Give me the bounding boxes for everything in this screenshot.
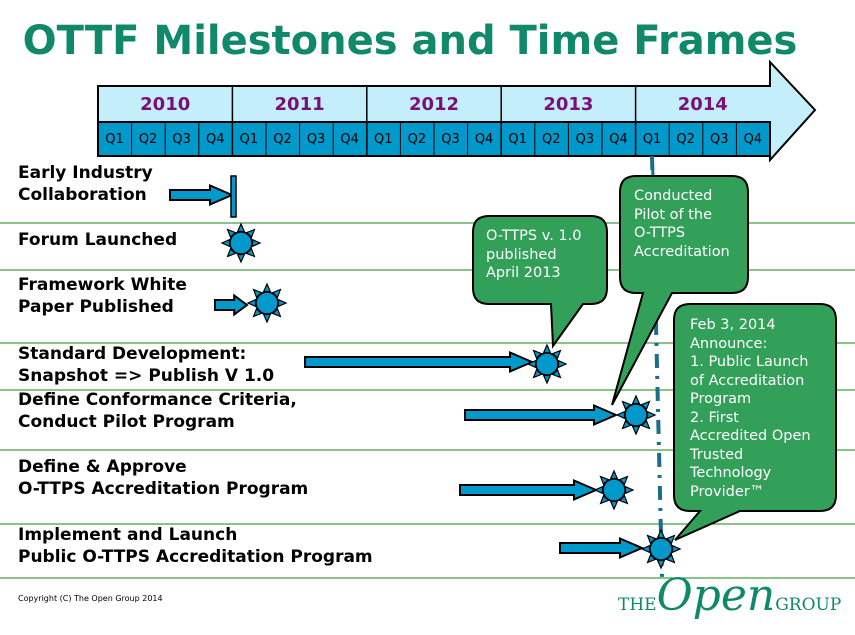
star-point: [671, 544, 682, 554]
milestone-label: Early Industry Collaboration: [18, 162, 153, 206]
quarter-label: Q1: [105, 132, 124, 147]
milestone-label: Define & Approve O-TTPS Accreditation Pro…: [18, 456, 308, 500]
callout-launch: [673, 303, 837, 541]
page-title: OTTF Milestones and Time Frames: [22, 18, 798, 64]
copyright: Copyright (C) The Open Group 2014: [18, 594, 163, 603]
quarter-label: Q2: [273, 132, 292, 147]
milestone-label-line: Early Industry: [18, 163, 153, 183]
star-point: [262, 282, 272, 293]
quarter-label: Q4: [743, 132, 763, 147]
milestone-label-line: O-TTPS Accreditation Program: [18, 479, 309, 499]
quarter-label: Q1: [508, 132, 527, 147]
progress-arrow: [304, 350, 535, 374]
milestone-label-line: Collaboration: [18, 185, 147, 205]
milestone-label-line: Public O-TTPS Accreditation Program: [18, 547, 373, 567]
quarter-label: Q1: [239, 132, 259, 147]
progress-arrow: [214, 293, 249, 317]
star-point: [277, 298, 288, 308]
star-point: [557, 359, 568, 369]
milestone-star-icon: [615, 394, 657, 436]
quarter-label: Q4: [340, 132, 359, 147]
milestone-label-line: Forum Launched: [18, 230, 178, 250]
quarter-label: Q4: [609, 132, 628, 147]
star-center: [255, 291, 279, 315]
milestone-label: Standard Development: Snapshot => Publish…: [18, 343, 274, 387]
quarter-label: Q3: [575, 132, 595, 147]
open-group-logo: THEOpenGROUP: [618, 570, 842, 621]
star-point: [542, 374, 552, 385]
milestone-star-icon: [220, 222, 262, 264]
star-center: [229, 231, 253, 255]
year-label: 2012: [408, 94, 460, 115]
year-label: 2014: [677, 94, 728, 115]
callout-pilot: [611, 175, 749, 406]
milestone-star-icon: [593, 469, 635, 511]
quarter-label: Q1: [374, 132, 393, 147]
star-point: [609, 469, 619, 480]
milestone-label-line: Implement and Launch: [18, 525, 238, 545]
quarter-label: Q2: [676, 132, 695, 147]
quarter-label: Q3: [710, 132, 729, 147]
star-point: [646, 410, 657, 420]
star-point: [615, 410, 626, 420]
milestone-star-icon: [246, 282, 288, 324]
star-point: [542, 343, 552, 354]
milestone-label-line: Standard Development:: [18, 344, 247, 364]
milestone-label: Define Conformance Criteria, Conduct Pilo…: [18, 389, 297, 433]
star-center: [535, 352, 559, 376]
milestone-label-line: Snapshot => Publish V 1.0: [18, 366, 275, 386]
quarter-label: Q3: [172, 132, 191, 147]
progress-arrow: [464, 403, 619, 427]
star-point: [593, 485, 604, 495]
milestone-label: Forum Launched: [18, 229, 177, 251]
quarter-label: Q1: [642, 132, 662, 147]
star-point: [236, 222, 246, 233]
quarter-label: Q2: [407, 132, 427, 147]
callout-publish-text: O-TTPS v. 1.0 published April 2013: [486, 228, 582, 281]
milestone-star-icon: [526, 343, 568, 385]
current-date-line-top: [650, 155, 655, 176]
star-center: [649, 537, 673, 561]
callout-pilot-text: Conducted Pilot of the O-TTPS Accreditat…: [634, 188, 730, 260]
star-point: [624, 485, 635, 495]
quarter-label: Q4: [474, 132, 494, 147]
star-center: [602, 478, 626, 502]
progress-arrow: [559, 536, 645, 560]
quarter-label: Q4: [206, 132, 225, 147]
milestone-label-line: Conduct Pilot Program: [18, 412, 235, 432]
quarter-label: Q3: [306, 132, 326, 147]
quarter-label: Q3: [441, 132, 460, 147]
year-label: 2010: [140, 94, 191, 115]
star-point: [251, 238, 262, 248]
quarter-label: Q2: [542, 132, 561, 147]
year-label: 2011: [274, 94, 325, 115]
star-point: [236, 253, 246, 264]
callout-launch-text: Feb 3, 2014 Announce: 1. Public Launch o…: [690, 317, 811, 500]
milestone-label-line: Paper Published: [18, 297, 174, 317]
progress-arrow: [459, 478, 599, 502]
end-bar: [230, 175, 237, 218]
star-point: [631, 394, 641, 405]
milestone-label-line: Define Conformance Criteria,: [18, 390, 297, 410]
milestone-label: Framework White Paper Published: [18, 274, 187, 318]
star-point: [262, 313, 272, 324]
star-point: [220, 238, 231, 248]
star-center: [624, 403, 648, 427]
callout-publish: [472, 215, 608, 349]
star-point: [609, 500, 619, 511]
year-label: 2013: [543, 94, 594, 115]
star-point: [631, 425, 641, 436]
milestone-label: Implement and Launch Public O-TTPS Accred…: [18, 524, 373, 568]
progress-arrow: [169, 183, 235, 207]
star-point: [640, 544, 651, 554]
star-point: [246, 298, 257, 308]
milestone-label-line: Define & Approve: [18, 457, 187, 477]
milestone-star-icon: [640, 528, 682, 570]
quarter-label: Q2: [138, 132, 158, 147]
milestone-label-line: Framework White: [18, 275, 187, 295]
star-point: [656, 528, 666, 539]
